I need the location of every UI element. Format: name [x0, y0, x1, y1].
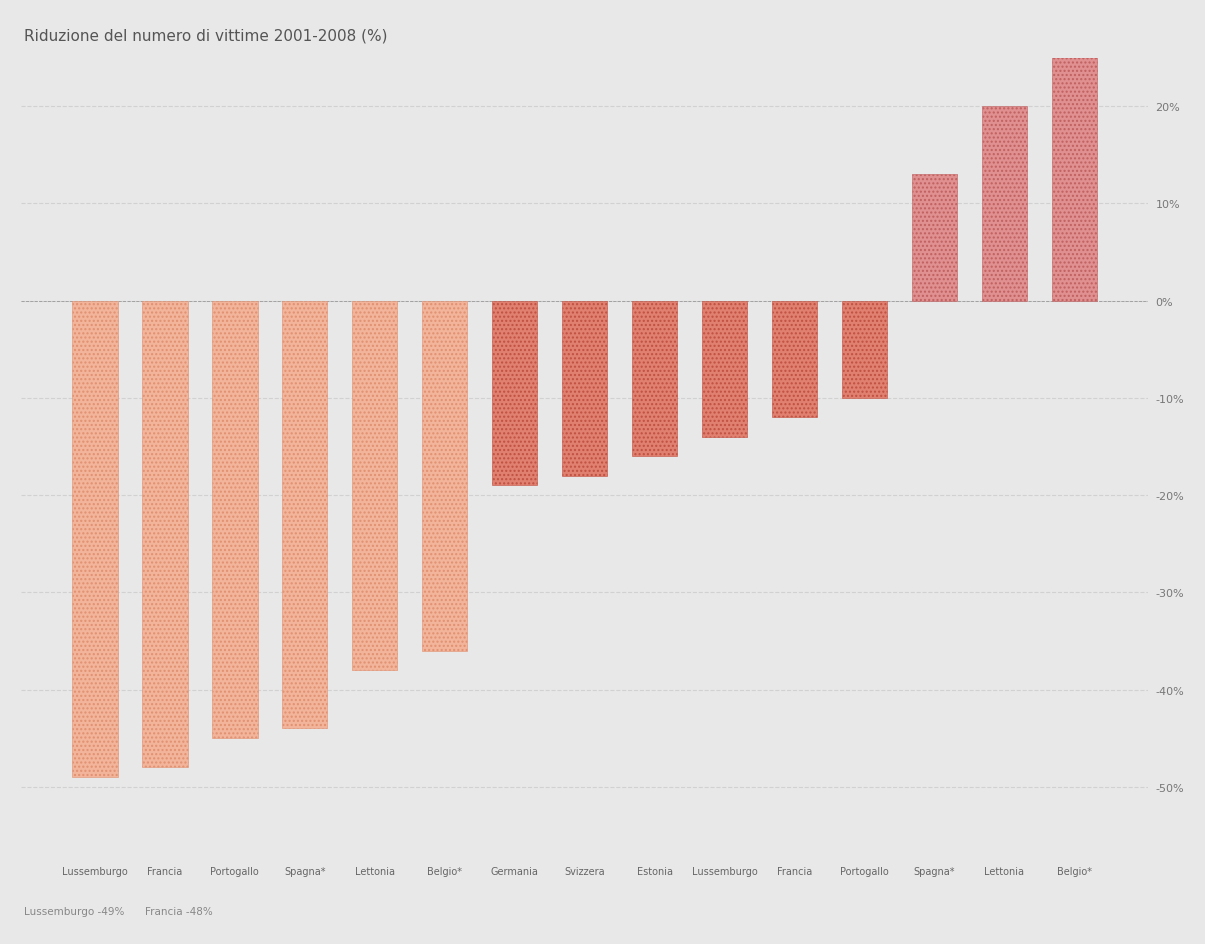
Bar [562, 301, 607, 476]
Bar [631, 301, 677, 457]
Bar [422, 301, 468, 651]
Bar [212, 301, 258, 738]
Bar [701, 301, 747, 437]
Text: Francia -48%: Francia -48% [145, 905, 212, 916]
Text: Riduzione del numero di vittime 2001-2008 (%): Riduzione del numero di vittime 2001-200… [24, 28, 388, 43]
Bar [772, 301, 817, 418]
Bar [492, 301, 537, 486]
Bar [842, 301, 887, 398]
Bar [72, 301, 118, 777]
Bar [982, 107, 1027, 301]
Bar [352, 301, 398, 670]
Bar [142, 301, 188, 767]
Text: Lussemburgo -49%: Lussemburgo -49% [24, 905, 124, 916]
Bar [282, 301, 328, 729]
Bar [912, 175, 957, 301]
Bar [1052, 0, 1098, 301]
